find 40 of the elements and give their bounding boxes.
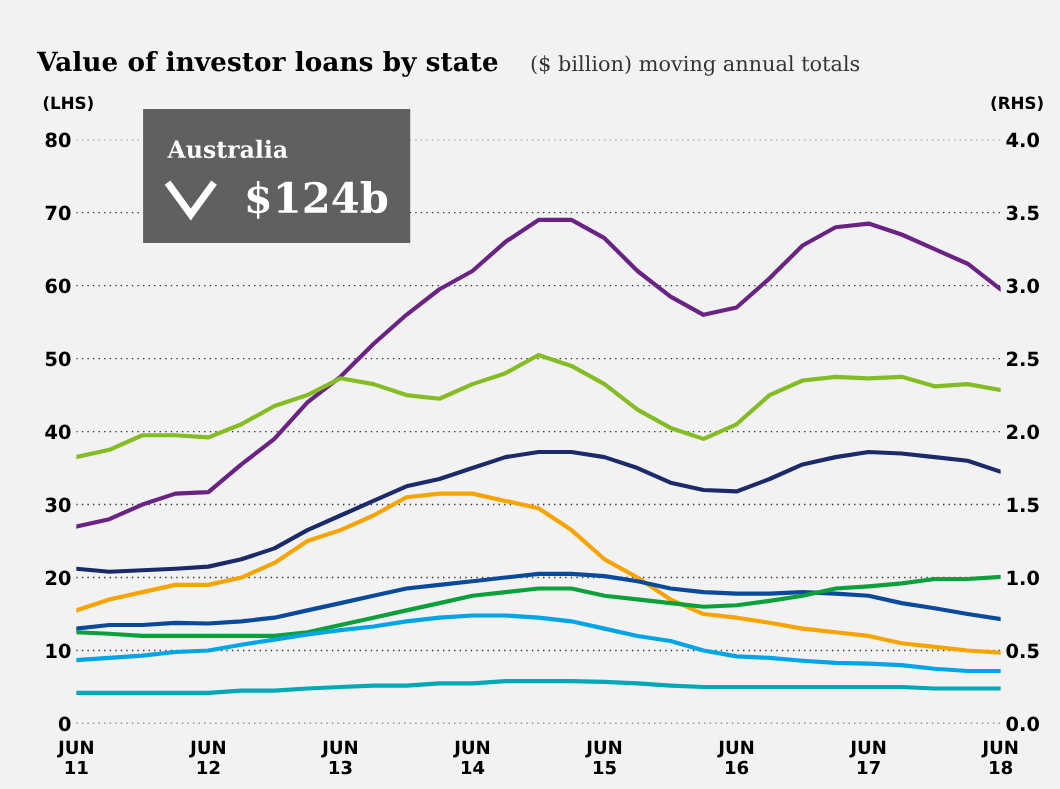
y2-axis-title: (RHS): [991, 96, 1043, 112]
y2-tick-label: 2.5: [1007, 351, 1039, 367]
y2-tick-label: 3.5: [1006, 205, 1039, 221]
y-tick-label: 10: [46, 643, 71, 659]
chart-title: Value of investor loans by state: [36, 50, 498, 77]
x-tick-label: JUN 14: [453, 740, 490, 775]
y2-tick-label: 0.5: [1006, 643, 1039, 659]
x-tick-label: JUN 18: [981, 740, 1018, 775]
x-tick-label: JUN 13: [321, 740, 357, 775]
x-tick-label: JUN 17: [849, 740, 886, 775]
line-series: [76, 491, 1001, 655]
line-series: [76, 449, 1001, 574]
y-tick-label: 40: [45, 424, 71, 440]
y-axis-title: (LHS): [43, 96, 93, 112]
y-tick-label: 30: [45, 497, 71, 513]
y-tick-label: 20: [45, 570, 71, 586]
x-tick-label: JUN 15: [585, 740, 622, 775]
annotation: Australia: [167, 139, 288, 159]
y2-tick-label: 4.0: [1006, 132, 1040, 148]
x-tick-label: JUN 16: [717, 740, 754, 775]
x-tick-label: JUN 11: [57, 740, 93, 775]
y2-tick-label: 1.5: [1007, 497, 1039, 513]
y-tick-label: 70: [45, 205, 71, 221]
annotation: $124b: [247, 180, 388, 219]
y2-tick-label: 2.0: [1007, 424, 1040, 440]
y-tick-label: 0: [58, 716, 71, 732]
chart-subtitle: ($ billion) moving annual totals: [531, 55, 860, 76]
y-tick-label: 60: [45, 278, 71, 294]
line-series: [76, 571, 1001, 631]
line-series: [76, 613, 1001, 674]
line-series: [76, 574, 1001, 639]
line-series: [76, 679, 1001, 695]
y2-tick-label: 1.0: [1007, 570, 1040, 586]
line-series: [76, 217, 1001, 529]
y2-tick-label: 3.0: [1006, 278, 1040, 294]
y2-tick-label: 0.0: [1006, 716, 1040, 732]
y-tick-label: 50: [45, 351, 71, 367]
x-tick-label: JUN 12: [189, 740, 225, 775]
y-tick-label: 80: [45, 132, 71, 148]
line-series: [76, 352, 1001, 460]
